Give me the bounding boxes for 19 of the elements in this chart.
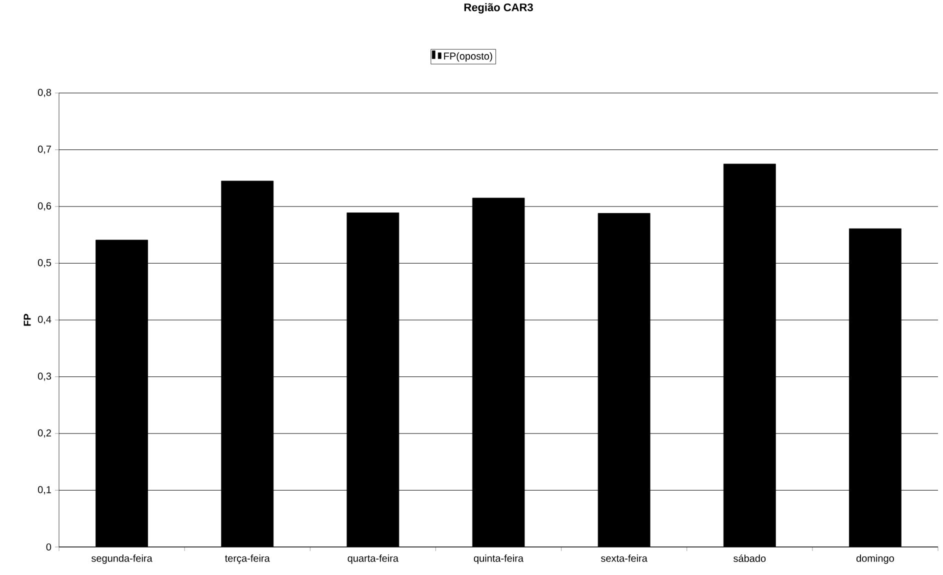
x-tick-label: terça-feira: [225, 554, 270, 564]
y-tick-label: 0,6: [38, 202, 52, 211]
legend-label: FP(oposto): [444, 52, 492, 62]
y-tick-label: 0,4: [38, 316, 52, 324]
y-tick-label: 0: [46, 543, 52, 551]
x-tick-label: sexta-feira: [601, 554, 648, 562]
y-tick-label: 0,8: [38, 88, 52, 98]
x-tick-label: sábado: [734, 554, 766, 562]
x-tick-label: segunda-feira: [92, 554, 152, 564]
x-tick-label: domingo: [856, 554, 894, 564]
y-tick-label: 0,1: [38, 486, 51, 494]
y-axis-title: FP: [24, 314, 31, 326]
chart-title: Região CAR3: [464, 3, 533, 14]
y-tick-label: 0,2: [38, 429, 51, 438]
y-tick-label: 0,7: [38, 146, 51, 154]
y-tick-label: 0,5: [38, 259, 52, 268]
x-tick-label: quarta-feira: [348, 554, 398, 564]
y-tick-label: 0,3: [38, 372, 52, 381]
x-tick-label: quinta-feira: [474, 554, 524, 564]
